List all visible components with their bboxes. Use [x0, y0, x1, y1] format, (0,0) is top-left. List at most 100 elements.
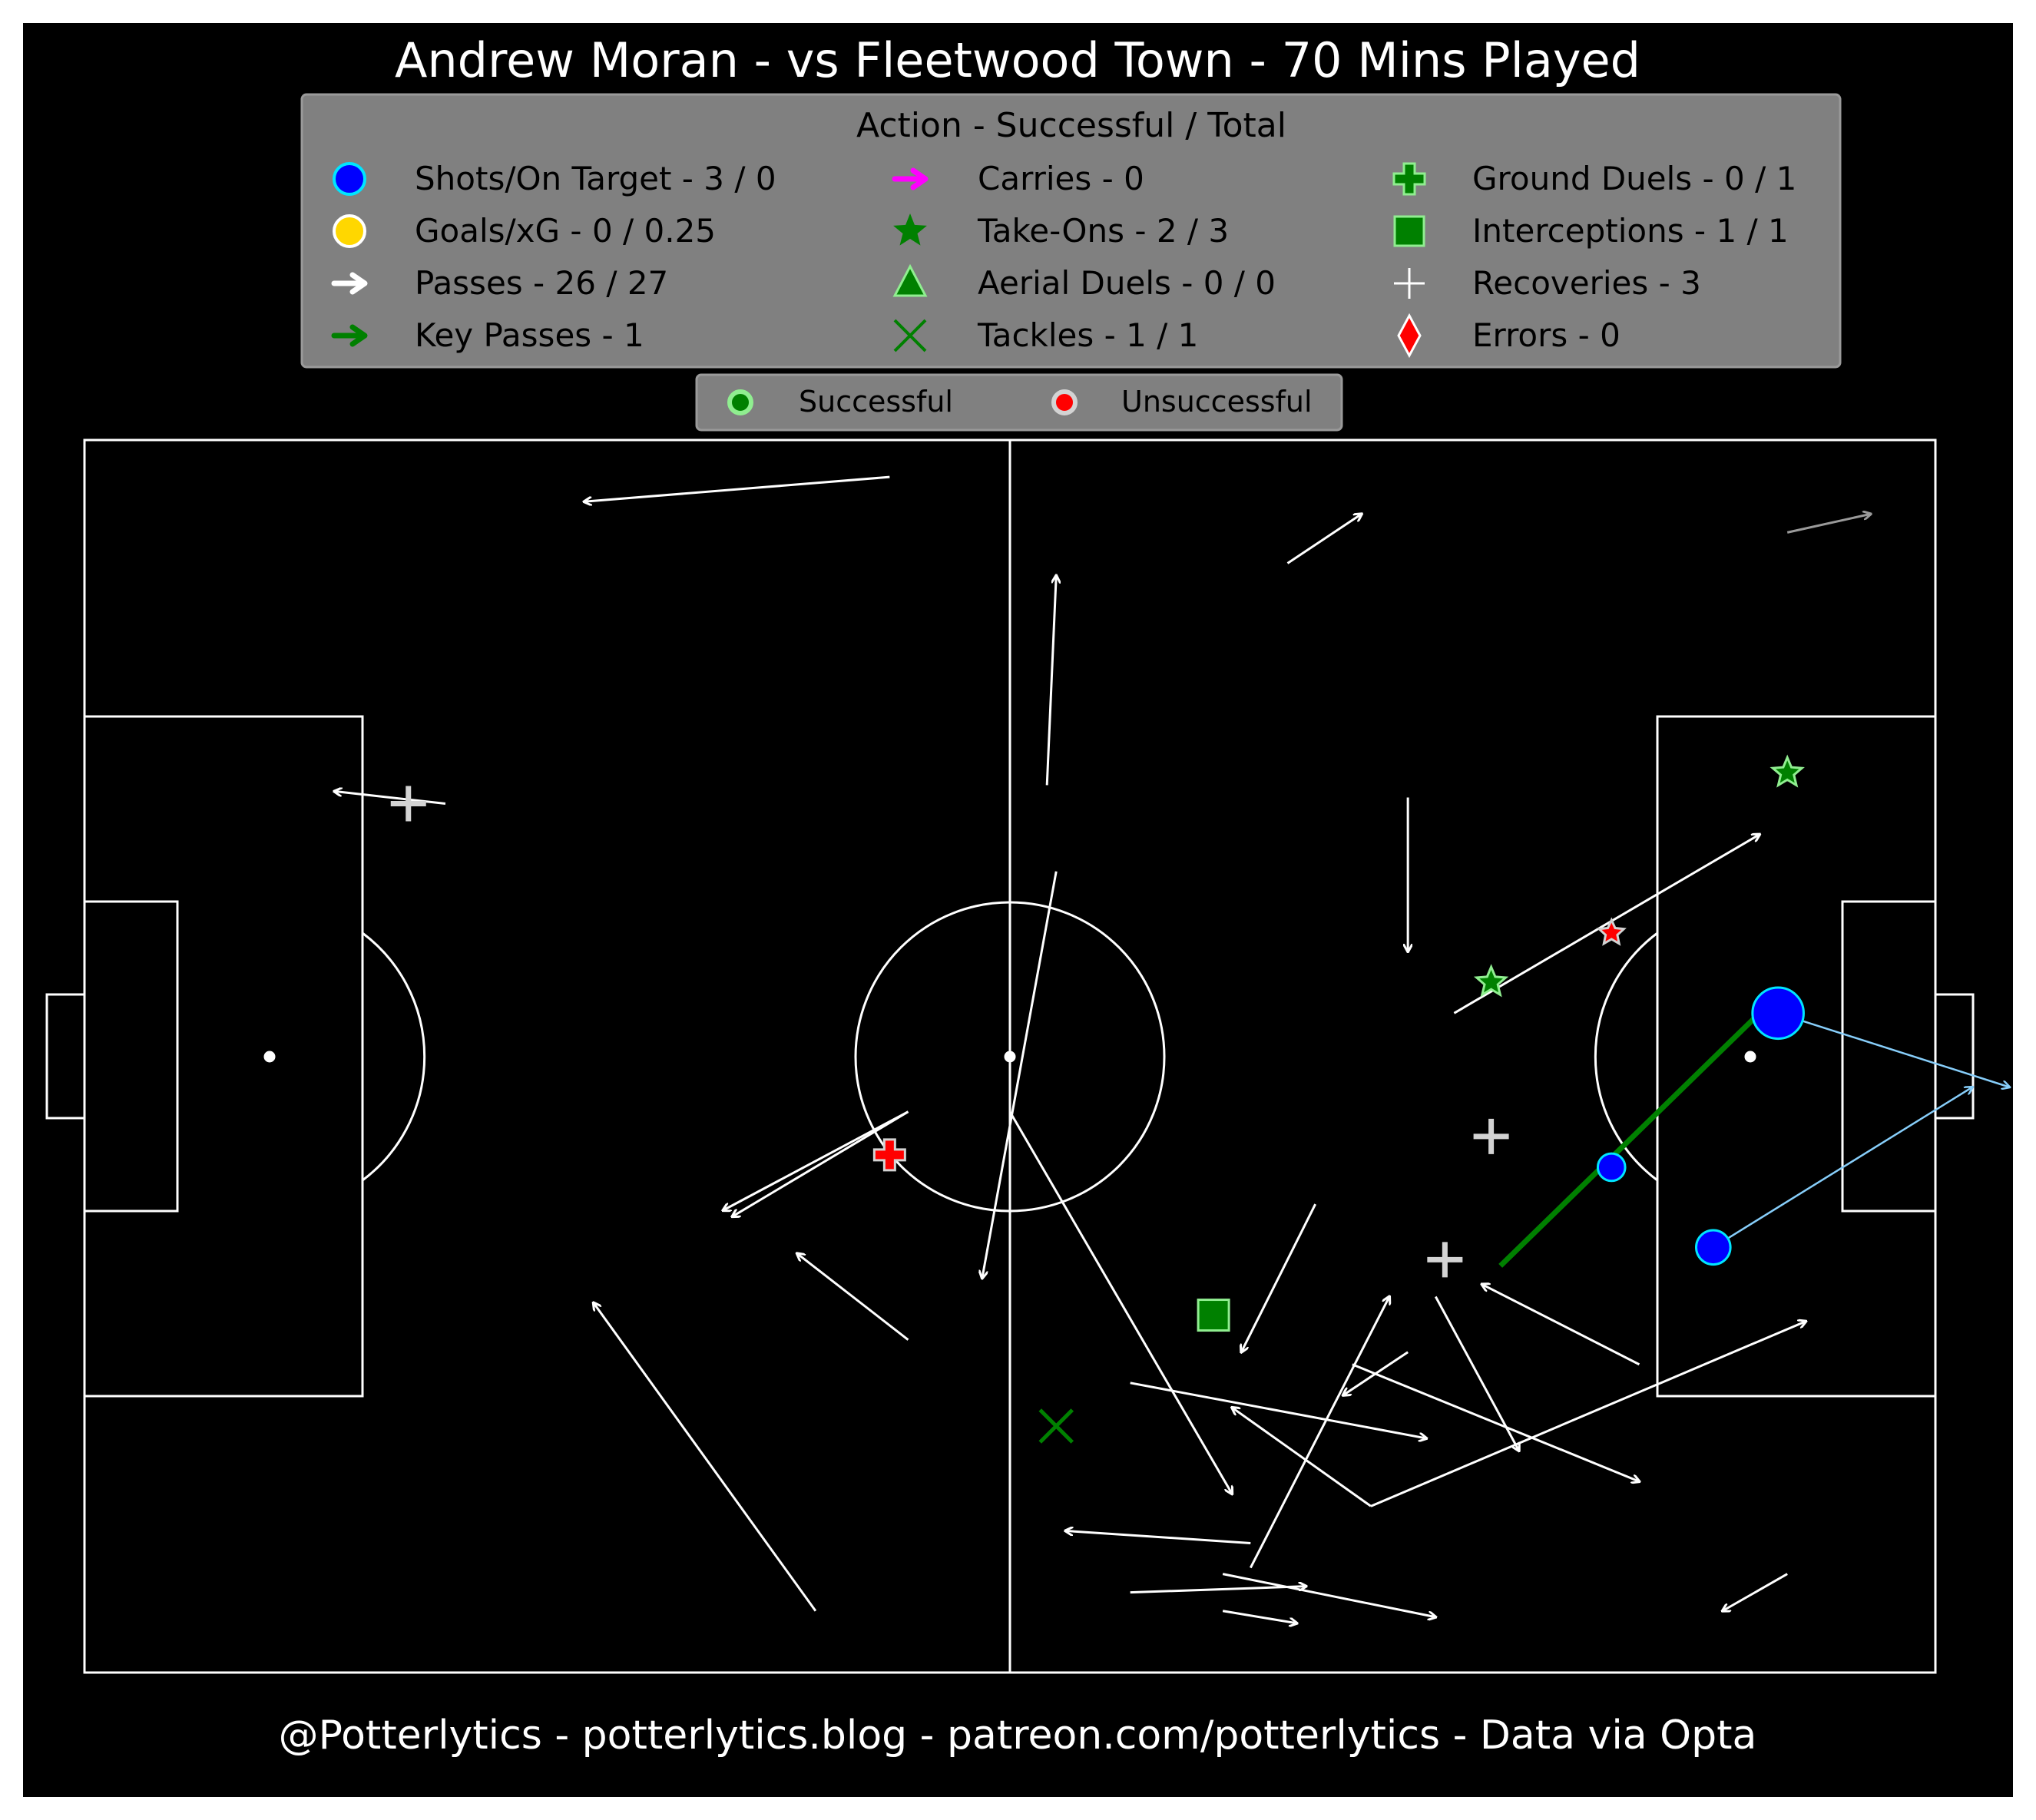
- right-goal: [1934, 993, 1975, 1120]
- square-icon: [1393, 215, 1425, 247]
- pass-arrow: [1482, 1284, 1640, 1366]
- legend-item-label: Carries - 0: [978, 160, 1144, 197]
- legend-item: Goals/xG - 0 / 0.25: [333, 212, 716, 250]
- take-on-marker: [1769, 754, 1805, 788]
- interception-marker: [1197, 1299, 1230, 1332]
- chart-title: Andrew Moran - vs Fleetwood Town - 70 Mi…: [395, 32, 1640, 88]
- centre-spot: [1004, 1051, 1016, 1063]
- legend-item: Recoveries - 3: [1394, 264, 1701, 302]
- footer-credits: @Potterlytics - potterlytics.blog - patr…: [279, 1712, 1757, 1759]
- unsuccessful-label: Unsuccessful: [1121, 385, 1313, 419]
- pass-arrow: [1786, 514, 1870, 534]
- pass-arrow: [1008, 1110, 1232, 1494]
- pass-arrow: [723, 1110, 909, 1210]
- circle-icon: [333, 214, 366, 248]
- legend-item: Ground Duels - 0 / 1: [1392, 160, 1796, 197]
- pass-arrow: [1065, 1530, 1251, 1544]
- legend-item: Passes - 26 / 27: [331, 264, 668, 302]
- ground-duel-marker: [872, 1138, 906, 1172]
- pass-arrow: [1045, 576, 1056, 786]
- left-penalty-area: [83, 715, 364, 1398]
- pass-arrow: [797, 1253, 909, 1341]
- unsuccessful-marker-icon: [1051, 389, 1078, 415]
- legend-item-label: Ground Duels - 0 / 1: [1472, 160, 1796, 197]
- pass-arrow: [334, 791, 446, 805]
- recovery-marker: [1473, 1118, 1509, 1154]
- left-penalty-spot: [263, 1051, 276, 1063]
- legend-item: Interceptions - 1 / 1: [1393, 212, 1789, 250]
- arrow-icon: [331, 324, 368, 347]
- pass-arrow: [1222, 1610, 1296, 1623]
- legend-item-label: Shots/On Target - 3 / 0: [415, 160, 776, 197]
- legend-item-label: Goals/xG - 0 / 0.25: [415, 212, 716, 250]
- legend-item-label: Take-Ons - 2 / 3: [977, 212, 1229, 250]
- key-pass-line: [1498, 1011, 1762, 1268]
- shot-marker: [1596, 1152, 1627, 1183]
- diamond-icon: [1397, 313, 1422, 359]
- legend-item: Shots/On Target - 3 / 0: [333, 160, 776, 197]
- right-arc: [1594, 932, 1658, 1182]
- pass-arrow: [1286, 514, 1362, 564]
- take-on-marker: [1596, 917, 1627, 946]
- pass-arrow: [1222, 1573, 1435, 1617]
- right-penalty-spot: [1744, 1051, 1756, 1063]
- plus-icon: [1392, 162, 1426, 196]
- legend-item-label: Key Passes - 1: [415, 316, 644, 354]
- pass-arrow: [1130, 1382, 1427, 1438]
- legend-item-label: Interceptions - 1 / 1: [1472, 212, 1789, 250]
- legend-title: Action - Successful / Total: [856, 106, 1286, 145]
- left-six-yard-box: [83, 900, 179, 1213]
- star-icon: [893, 213, 927, 246]
- pass-arrow: [733, 1110, 909, 1216]
- pass-arrow: [594, 1303, 817, 1612]
- tackle-marker: [1038, 1408, 1074, 1444]
- left-arc: [362, 932, 426, 1182]
- shot-trajectory: [1713, 1087, 1972, 1249]
- pass-arrow: [982, 871, 1058, 1279]
- arrow-icon: [331, 272, 368, 295]
- take-on-marker: [1473, 964, 1509, 998]
- shot-marker: [1751, 986, 1805, 1041]
- right-penalty-area: [1656, 715, 1937, 1398]
- pass-arrow: [1241, 1203, 1316, 1352]
- circle-icon: [333, 162, 366, 196]
- action-legend: Action - Successful / Total Shots/On Tar…: [300, 93, 1842, 369]
- pass-arrow: [1232, 1408, 1372, 1507]
- pitch: [45, 438, 1975, 1674]
- legend-item: Aerial Duels - 0 / 0: [892, 263, 1276, 302]
- legend-item: Take-Ons - 2 / 3: [893, 212, 1229, 250]
- legend-item: Tackles - 1 / 1: [893, 316, 1198, 354]
- centre-circle: [854, 901, 1166, 1213]
- shot-trajectory: [1777, 1012, 2009, 1087]
- legend-item-label: Recoveries - 3: [1472, 264, 1701, 302]
- pass-arrow: [1249, 1296, 1389, 1569]
- shot-marker: [1695, 1229, 1732, 1266]
- pass-arrow: [1434, 1296, 1518, 1451]
- pass-arrow: [1723, 1573, 1788, 1611]
- legend-item-label: Passes - 26 / 27: [415, 264, 668, 302]
- successful-label: Successful: [799, 385, 953, 419]
- outcome-legend: Successful Unsuccessful: [695, 373, 1343, 432]
- legend-item: Errors - 0: [1397, 313, 1621, 359]
- legend-item-label: Errors - 0: [1472, 316, 1621, 354]
- arrow-icon: [892, 167, 929, 190]
- right-six-yard-box: [1841, 900, 1937, 1213]
- pass-arrow: [1453, 835, 1760, 1014]
- left-goal: [45, 993, 86, 1120]
- legend-item: Carries - 0: [892, 160, 1144, 197]
- pass-arrow: [1352, 1363, 1640, 1481]
- pass-arrow: [1130, 1587, 1306, 1594]
- x-icon: [893, 319, 927, 352]
- outcome-legend-box: [695, 373, 1343, 432]
- successful-marker-icon: [727, 389, 753, 415]
- pitch-events: [334, 475, 2009, 1623]
- pass-arrow: [1370, 1322, 1806, 1507]
- recovery-marker: [1427, 1242, 1463, 1278]
- pass-arrow: [584, 475, 890, 501]
- legend-item-label: Tackles - 1 / 1: [977, 316, 1198, 354]
- legend-item: Key Passes - 1: [331, 316, 644, 354]
- triangle-icon: [892, 263, 928, 297]
- legend-box: [300, 93, 1842, 369]
- legend-item-label: Aerial Duels - 0 / 0: [978, 264, 1276, 302]
